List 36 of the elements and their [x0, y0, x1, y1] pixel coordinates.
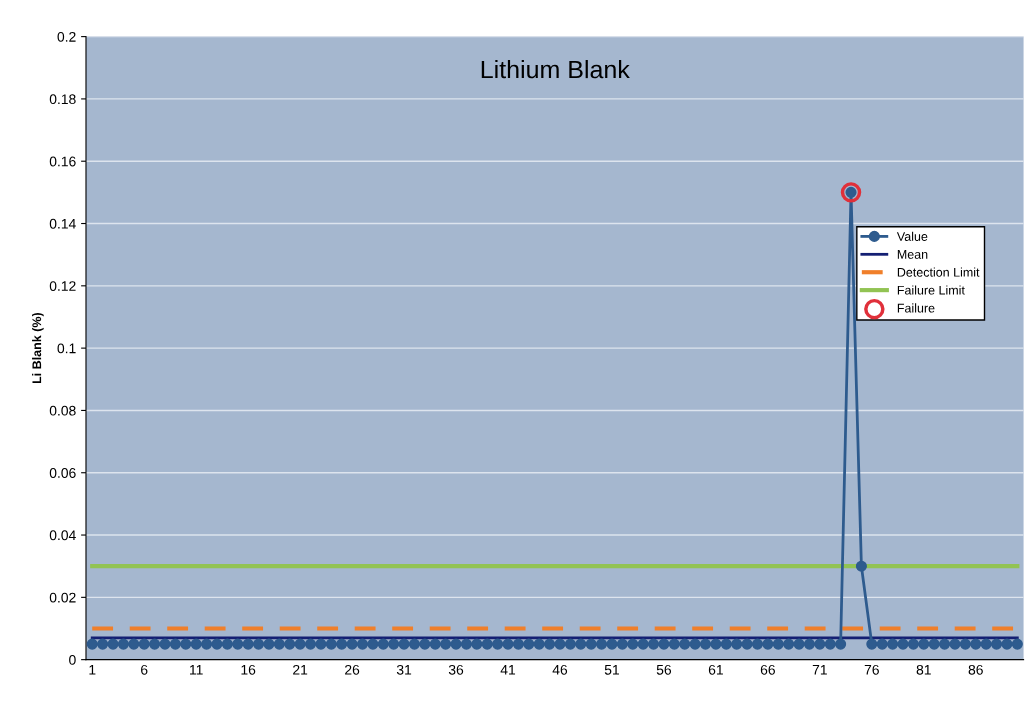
x-tick-label: 1 — [89, 665, 96, 675]
text: Lithium Blank — [481, 60, 630, 79]
y-tick-label: 0.06 — [49, 468, 76, 478]
x-tick-label: 26 — [345, 664, 360, 675]
y-tick-label: 0 — [69, 654, 76, 665]
y-axis-title: Li Blank (%) — [32, 312, 44, 384]
x-tick-label: 16 — [241, 664, 256, 675]
x-tick-label: 51 — [604, 665, 619, 675]
x-tick-label: 66 — [760, 664, 775, 675]
x-tick-label: 86 — [968, 664, 983, 675]
x-tick-label: 56 — [656, 664, 672, 675]
x-tick-label: 71 — [812, 665, 827, 675]
y-tick-label: 0.1 — [57, 343, 76, 354]
y-tick-label: 0.08 — [49, 405, 76, 416]
x-tick-label: 61 — [708, 664, 723, 675]
legend-label: Failure Limit — [897, 285, 965, 295]
legend-label: Value — [896, 231, 928, 241]
y-tick-label: 0.04 — [49, 530, 76, 541]
legend-label: Mean — [897, 250, 928, 259]
x-tick-label: 21 — [293, 664, 308, 675]
x-tick-label: 81 — [916, 664, 931, 675]
y-tick-label: 0.14 — [49, 218, 76, 229]
y-tick-label: 0.2 — [57, 31, 76, 42]
y-tick-label: 0.16 — [49, 156, 76, 167]
x-tick-label: 46 — [552, 664, 568, 675]
x-tick-label: 6 — [141, 664, 148, 675]
x-tick-label: 31 — [396, 664, 412, 675]
legend-label: Detection Limit — [897, 267, 980, 277]
y-tick-label: 0.12 — [49, 281, 76, 291]
x-tick-label: 41 — [500, 665, 516, 675]
x-tick-label: 11 — [190, 665, 203, 675]
x-tick-label: 36 — [448, 664, 464, 675]
y-tick-label: 0.18 — [49, 94, 76, 105]
x-tick-label: 76 — [864, 664, 879, 675]
y-tick-label: 0.02 — [49, 592, 76, 603]
legend-label: Failure — [897, 303, 935, 313]
